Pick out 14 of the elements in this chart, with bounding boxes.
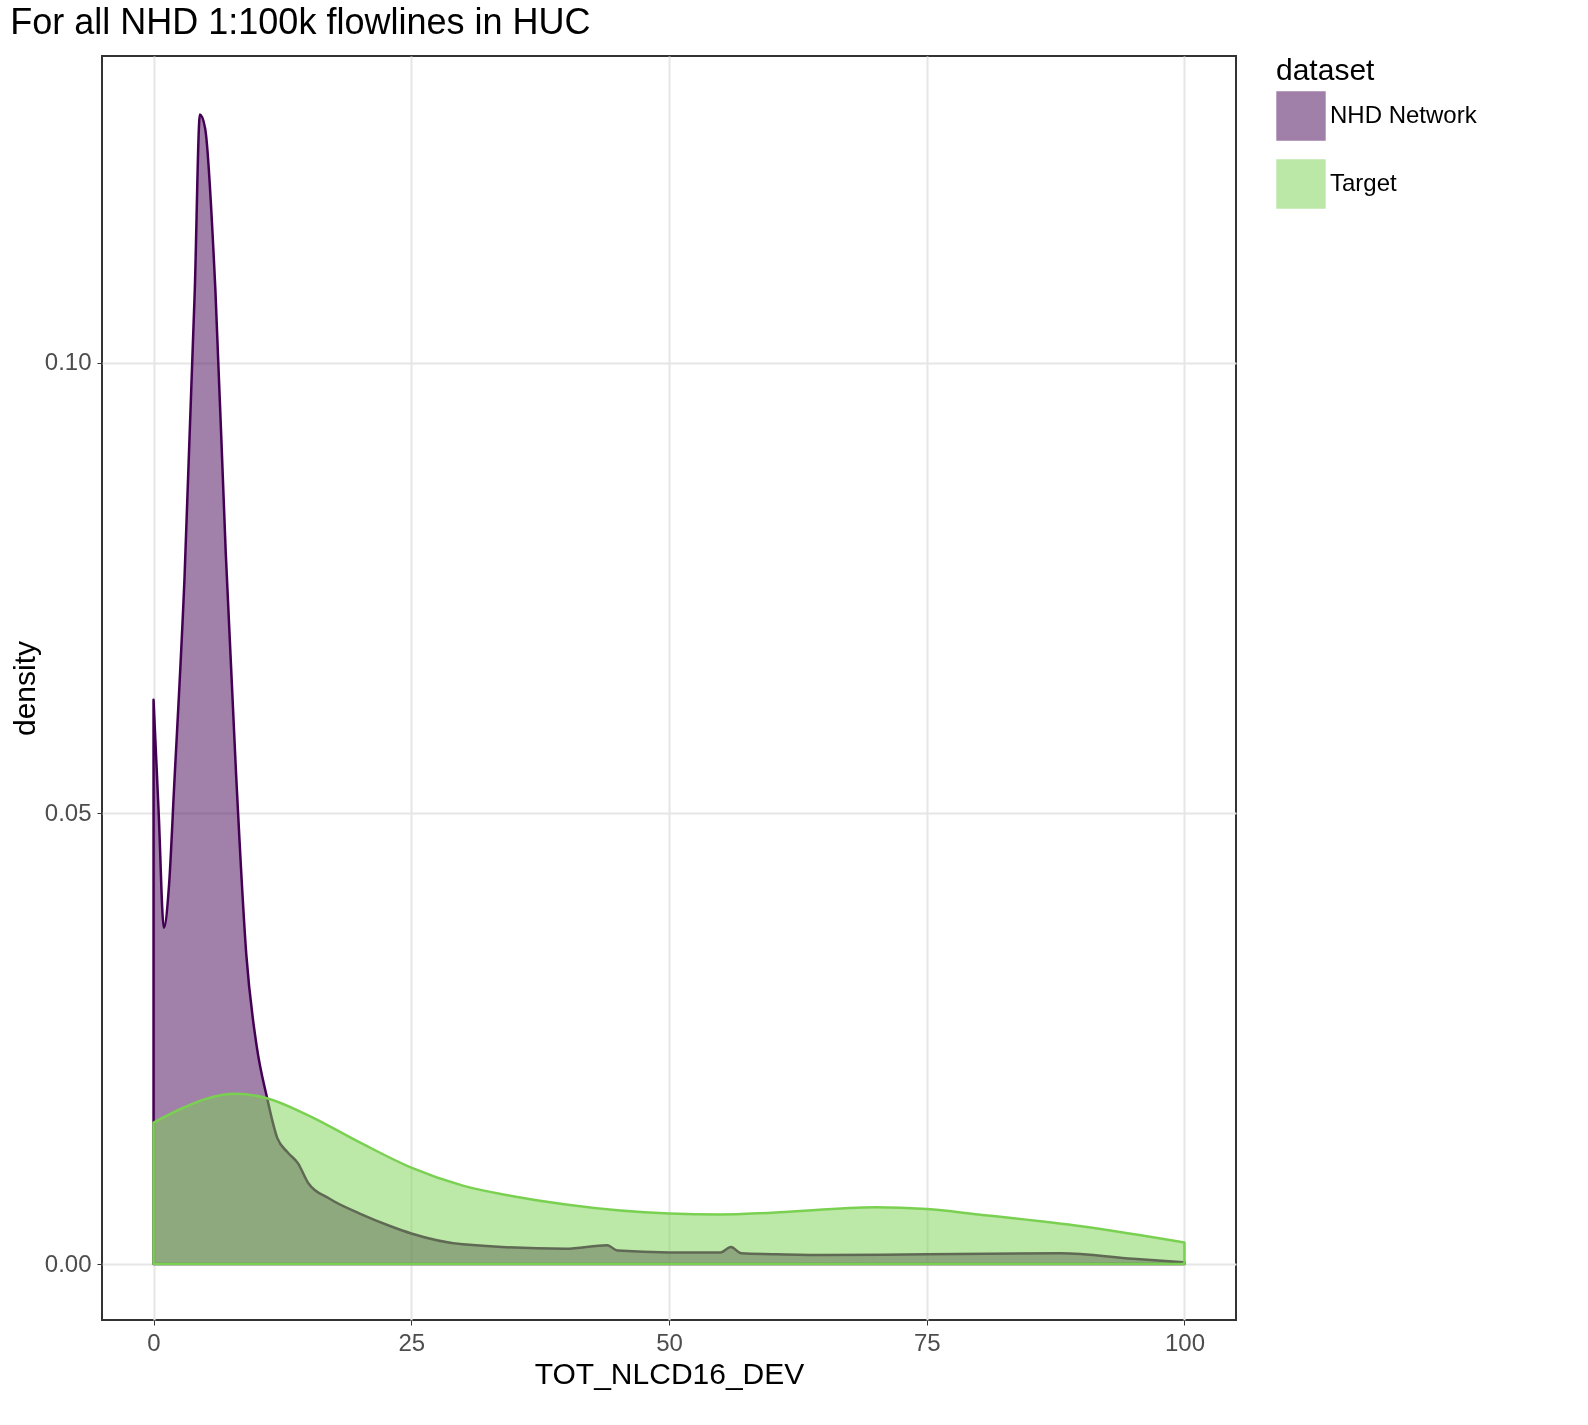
x-tick-label: 100 xyxy=(1164,1328,1205,1356)
legend-title: dataset xyxy=(1276,53,1376,86)
y-axis-title: density xyxy=(7,640,41,737)
x-axis-title: TOT_NLCD16_DEV xyxy=(534,1356,805,1390)
x-tick-label: 75 xyxy=(913,1328,941,1356)
legend-label: Target xyxy=(1330,169,1398,196)
x-tick-label: 0 xyxy=(147,1328,161,1356)
chart-title: For all NHD 1:100k flowlines in HUC xyxy=(10,1,591,42)
x-tick-label: 25 xyxy=(398,1328,426,1356)
legend-label: NHD Network xyxy=(1330,101,1478,128)
y-tick-label: 0.00 xyxy=(44,1249,92,1277)
x-tick-label: 50 xyxy=(656,1328,683,1356)
y-tick-label: 0.05 xyxy=(44,798,92,826)
y-tick-label: 0.10 xyxy=(44,348,92,376)
